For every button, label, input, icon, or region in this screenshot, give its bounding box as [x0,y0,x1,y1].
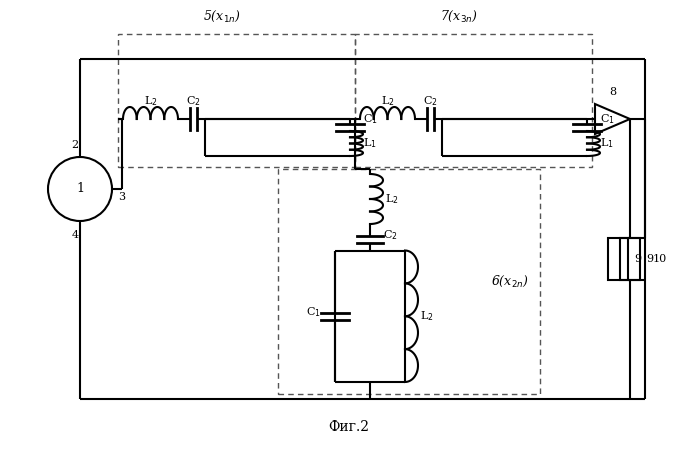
Text: L$_2$: L$_2$ [381,94,394,108]
Text: 7(x$_{3n}$): 7(x$_{3n}$) [440,9,477,24]
Text: C$_1$: C$_1$ [600,113,614,127]
Text: 2: 2 [71,140,78,150]
Text: 4: 4 [71,230,78,240]
Text: C$_1$: C$_1$ [305,305,320,319]
Text: 1: 1 [76,182,84,195]
Bar [278,169,540,394]
Text: L$_1$: L$_1$ [363,136,377,150]
Text: C$_2$: C$_2$ [186,94,201,108]
Bar [118,34,355,167]
Text: 6(x$_{2n}$): 6(x$_{2n}$) [491,274,529,289]
Text: 8: 8 [609,87,616,97]
Text: C$_1$: C$_1$ [363,113,377,127]
Text: 9: 9 [647,254,654,264]
Bar [608,238,628,280]
Text: Фиг.2: Фиг.2 [329,420,370,434]
Text: 9: 9 [635,254,642,264]
Text: L$_2$: L$_2$ [144,94,157,108]
Bar [620,238,640,280]
Text: 5(x$_{1n}$): 5(x$_{1n}$) [203,9,240,24]
Text: L$_1$: L$_1$ [600,136,614,150]
Text: 3: 3 [118,192,126,202]
Text: L$_2$: L$_2$ [420,309,434,323]
Text: 10: 10 [653,254,667,264]
Text: C$_2$: C$_2$ [382,228,397,242]
Text: L$_2$: L$_2$ [385,192,399,206]
Bar [355,34,592,167]
Text: C$_2$: C$_2$ [423,94,438,108]
